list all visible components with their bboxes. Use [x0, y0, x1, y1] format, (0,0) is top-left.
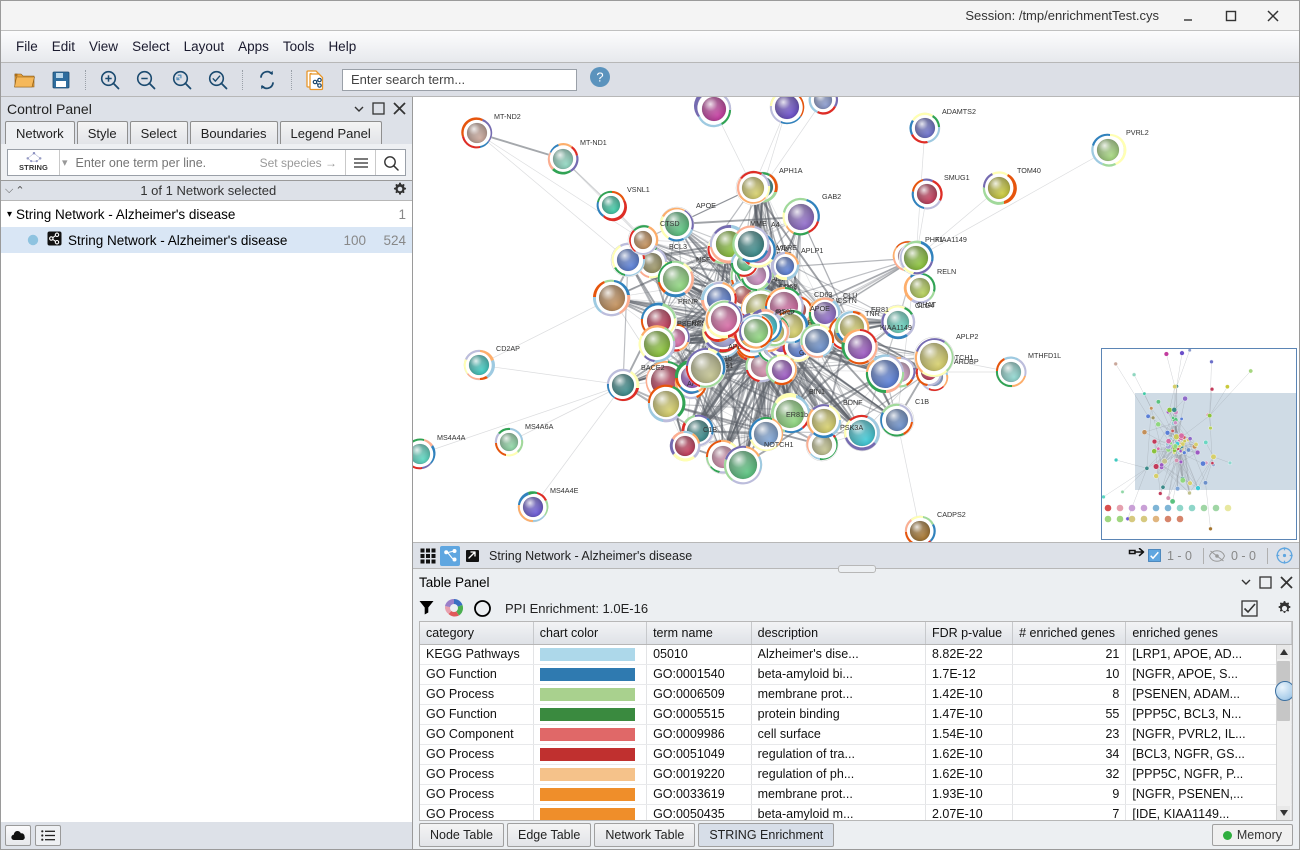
svg-text:MS4A4E: MS4A4E	[550, 486, 579, 495]
svg-text:?: ?	[596, 70, 603, 85]
svg-text:TOM40: TOM40	[1017, 166, 1041, 175]
svg-text:NOTCH1: NOTCH1	[764, 440, 794, 449]
svg-text:NSF: NSF	[696, 255, 711, 264]
svg-text:KIAA1149: KIAA1149	[935, 235, 967, 244]
svg-text:CTSD: CTSD	[660, 219, 680, 228]
svg-text:MS4A4A: MS4A4A	[437, 433, 466, 442]
svg-text:APOE: APOE	[696, 201, 716, 210]
svg-text:APH1A: APH1A	[779, 166, 803, 175]
svg-text:ER81b: ER81b	[786, 410, 808, 419]
svg-text:ADAMTS2: ADAMTS2	[942, 107, 976, 116]
svg-text:ER81: ER81	[871, 305, 889, 314]
svg-text:APLP2: APLP2	[956, 332, 978, 341]
svg-text:C1B: C1B	[703, 425, 717, 434]
svg-text:BACE2: BACE2	[641, 363, 665, 372]
svg-text:A4: A4	[771, 220, 780, 229]
svg-text:GAB2: GAB2	[822, 192, 841, 201]
svg-text:CD2AP: CD2AP	[496, 344, 520, 353]
svg-text:APLP1: APLP1	[801, 246, 823, 255]
svg-text:CLU: CLU	[843, 291, 857, 300]
svg-text:MT-ND1: MT-ND1	[580, 138, 607, 147]
svg-text:SMUG1: SMUG1	[944, 173, 970, 182]
svg-text:VSNL1: VSNL1	[627, 185, 650, 194]
svg-text:KIAA1149: KIAA1149	[880, 323, 912, 332]
svg-text:PVRL2: PVRL2	[1126, 128, 1149, 137]
svg-text:BCL3: BCL3	[669, 242, 687, 251]
svg-text:CHAT: CHAT	[917, 300, 937, 309]
svg-text:PRNP: PRNP	[775, 308, 795, 317]
svg-text:PSK3A: PSK3A	[840, 423, 863, 432]
svg-text:RELN: RELN	[937, 267, 956, 276]
svg-text:BDNF: BDNF	[843, 398, 863, 407]
svg-text:C1B: C1B	[915, 397, 929, 406]
svg-text:MT-ND2: MT-ND2	[494, 112, 521, 121]
svg-text:APOE: APOE	[810, 304, 830, 313]
svg-text:BIN1: BIN1	[809, 387, 825, 396]
svg-text:MTHFD1L: MTHFD1L	[1028, 351, 1061, 360]
svg-text:PSENEN: PSENEN	[677, 319, 707, 328]
svg-text:CADPS2: CADPS2	[937, 510, 966, 519]
svg-text:MS4A6A: MS4A6A	[525, 422, 554, 431]
svg-text:PRNP: PRNP	[678, 297, 698, 306]
